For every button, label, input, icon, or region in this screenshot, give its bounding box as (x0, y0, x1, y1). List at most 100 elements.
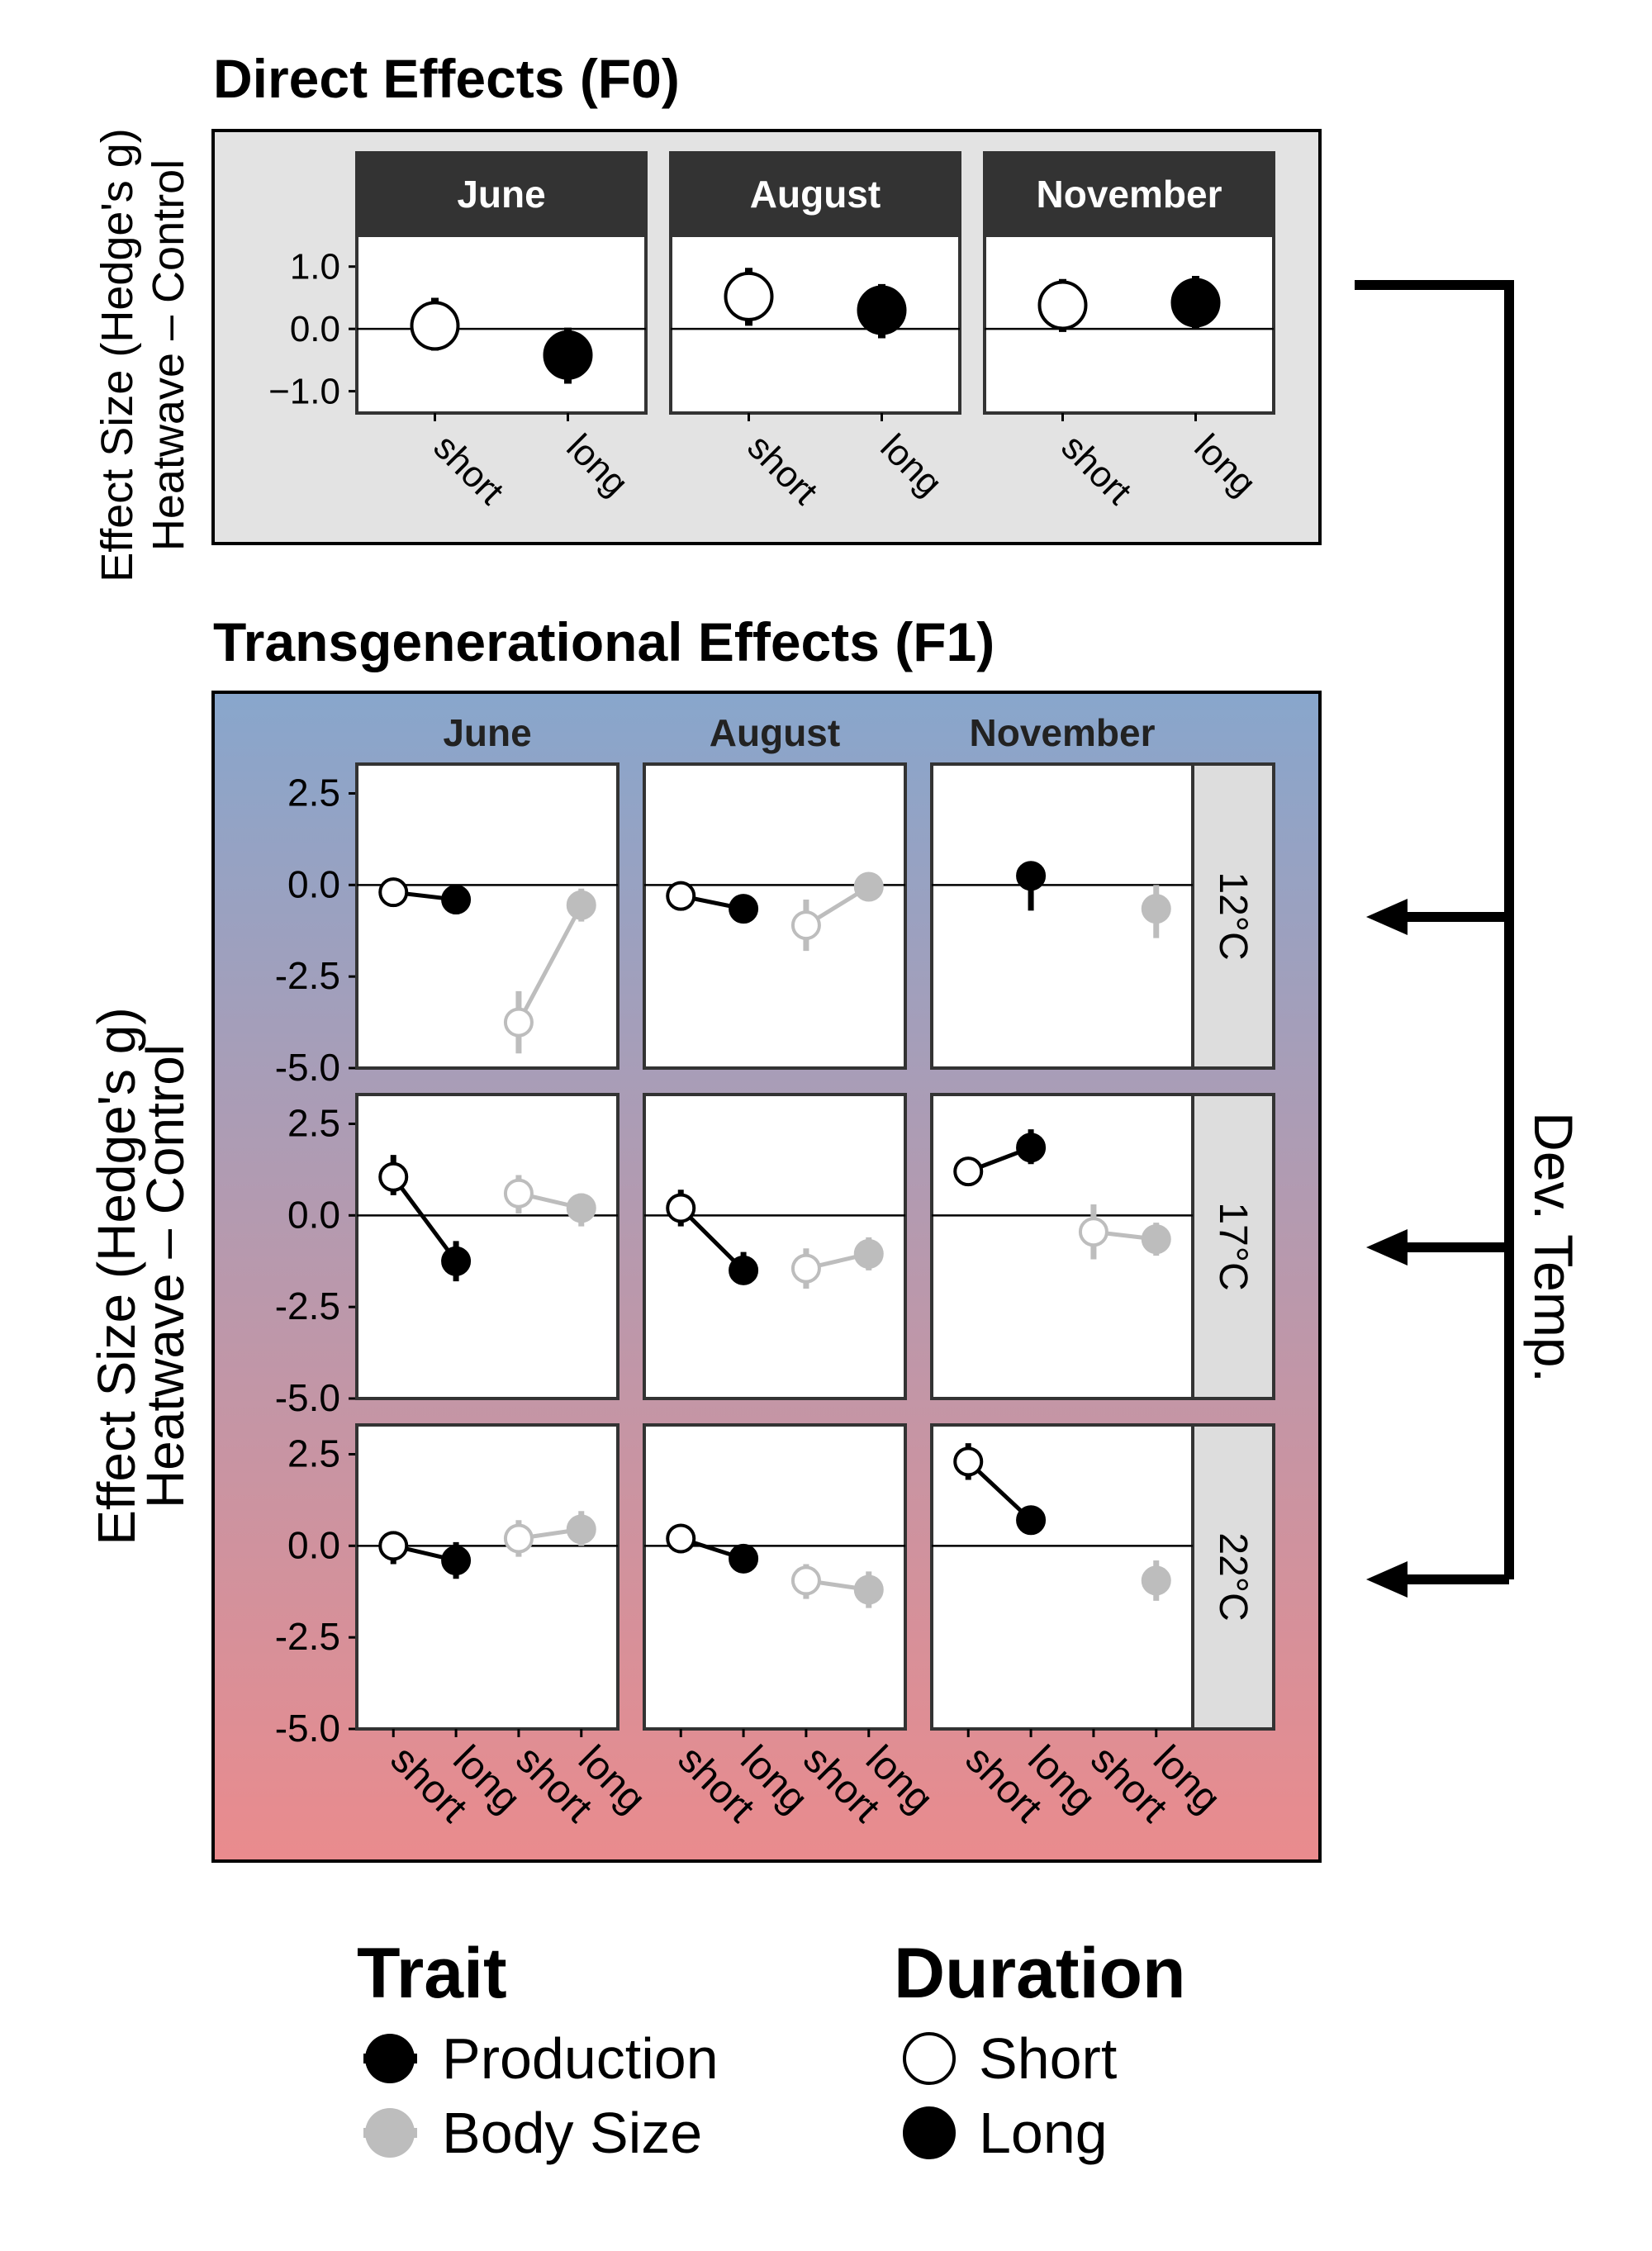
legend-short-key-dot (903, 2032, 956, 2085)
f0-strip-label-june: June (457, 173, 545, 216)
legend-long-key-dot (903, 2106, 956, 2159)
f1-point-production-long-12-c-august (729, 894, 759, 924)
f0-ytick-label: −1.0 (268, 372, 340, 412)
f1-ylabel-line1: Effect Size (Hedge's g) (87, 1007, 146, 1545)
arrowhead-17 (1366, 1229, 1408, 1266)
legend-trait-body-size: Body Size (363, 2101, 702, 2165)
f0-strip-june (357, 153, 646, 235)
legend-trait-title: Trait (357, 1934, 507, 2013)
f1-point-production-short-22-c-june (378, 1531, 409, 1561)
f1-point-body_size-short-17-c-august (790, 1253, 821, 1284)
f0-ylabel-line1: Effect Size (Hedge's g) (93, 128, 142, 582)
bracket-line (1355, 280, 1514, 1579)
f1-plot-area: June August November 12°C 2.5 0.0 -2.5 -5.0 17°C… (275, 711, 1275, 1831)
f1-ytick-label: 2.5 (287, 771, 340, 814)
f1-ytick-label: 0.0 (287, 1523, 340, 1566)
legend-duration-long: Long (903, 2101, 1108, 2165)
f1-point-production-long-12-c-november (1016, 861, 1047, 891)
f1-point-production-short-17-c-november (953, 1156, 984, 1187)
f0-strip-label-august: August (750, 173, 881, 216)
f1-point-body_size-long-12-c-august (853, 871, 884, 902)
arrowhead-12 (1366, 899, 1408, 935)
dev-temp-bracket (1355, 280, 1514, 1598)
f1-point-production-long-17-c-august (729, 1255, 759, 1285)
f0-panel-august (669, 234, 961, 415)
f0-ytick-label: 1.0 (290, 247, 340, 287)
f1-panel-12-c-august (643, 762, 907, 1070)
f1-column-strip-june: June (443, 711, 531, 754)
legend-long-label: Long (979, 2101, 1108, 2165)
f0-strip-august (671, 153, 960, 235)
f1-point-production-long-22-c-august (729, 1543, 759, 1574)
f1-point-body_size-long-12-c-june (566, 890, 596, 920)
f1-point-production-long-22-c-november (1016, 1505, 1047, 1536)
f1-point-body_size-short-12-c-june (503, 1007, 534, 1038)
legend-production-label: Production (442, 2026, 719, 2091)
f1-point-production-long-17-c-june (441, 1246, 472, 1276)
f0-strip-november (985, 153, 1274, 235)
f0-point-august-long (857, 285, 907, 335)
f1-point-body_size-short-17-c-november (1078, 1217, 1108, 1247)
f1-ytick-label: -2.5 (275, 1615, 340, 1658)
f1-point-body_size-short-12-c-august (790, 910, 821, 941)
f1-ytick-label: 2.5 (287, 1101, 340, 1144)
f1-point-production-short-17-c-june (378, 1161, 409, 1192)
f0-point-june-short (410, 301, 460, 351)
f0-ytick-label: 0.0 (290, 309, 340, 349)
f1-line-body_size-12-c-june (516, 904, 583, 1023)
f1-ytick-label: -5.0 (275, 1046, 340, 1089)
f1-row-strip-12-c (1191, 762, 1275, 1070)
f1-point-body_size-long-17-c-august (853, 1238, 884, 1269)
f1-point-production-short-22-c-november (953, 1446, 984, 1477)
f1-point-production-short-12-c-june (378, 877, 409, 908)
f0-point-june-long (543, 330, 593, 380)
legend-duration-short: Short (903, 2026, 1117, 2091)
f1-point-body_size-long-22-c-november (1141, 1565, 1171, 1596)
f1-column-strip-august: August (710, 711, 840, 754)
f1-ytick-label: -2.5 (275, 1285, 340, 1327)
f1-point-body_size-long-22-c-june (566, 1514, 596, 1545)
f1-point-body_size-short-22-c-june (503, 1523, 534, 1554)
dev-temp-label: Dev. Temp. (1523, 1112, 1584, 1383)
f1-panel-17-c-june (355, 1093, 620, 1400)
f1-panel-22-c-june (355, 1423, 620, 1731)
f1-point-body_size-long-17-c-november (1141, 1224, 1171, 1255)
arrowhead-22 (1366, 1561, 1408, 1598)
f1-line-production-17-c-june (392, 1175, 458, 1263)
f1-ytick-label: 0.0 (287, 1193, 340, 1236)
legend-trait-production: Production (363, 2026, 719, 2091)
f1-point-production-long-22-c-june (441, 1546, 472, 1576)
f1-point-body_size-long-12-c-november (1141, 894, 1171, 924)
f1-row-strip-17-c (1191, 1093, 1275, 1400)
legend-body-size-label: Body Size (442, 2101, 702, 2165)
f1-ytick-label: -5.0 (275, 1707, 340, 1750)
f0-panel-june (355, 234, 648, 415)
f1-row-strip-label-17-c: 17°C (1211, 1202, 1255, 1290)
f0-title: Direct Effects (F0) (213, 48, 680, 109)
legend-body-size-key-dot (365, 2108, 415, 2158)
f1-point-body_size-short-22-c-august (790, 1565, 821, 1596)
f0-panel-border (983, 151, 1275, 415)
f1-point-production-short-17-c-august (666, 1193, 696, 1223)
f1-column-strip-november: November (970, 711, 1156, 754)
f1-row-strip-label-22-c: 22°C (1211, 1532, 1255, 1621)
legend: Trait Production Body Size Duration Shor… (357, 1934, 1186, 2165)
legend-short-label: Short (979, 2026, 1117, 2091)
legend-duration-title: Duration (894, 1934, 1186, 2013)
f1-ytick-label: -2.5 (275, 954, 340, 997)
f1-point-production-long-12-c-june (441, 885, 472, 915)
f0-panel-border (669, 151, 961, 415)
f1-point-body_size-long-22-c-august (853, 1574, 884, 1605)
f0-panel-border (355, 151, 648, 415)
f0-strip-label-november: November (1037, 173, 1222, 216)
f1-ytick-label: 2.5 (287, 1432, 340, 1475)
f1-point-production-short-22-c-august (666, 1523, 696, 1554)
f1-title: Transgenerational Effects (F1) (213, 611, 995, 672)
f1-point-body_size-short-17-c-june (503, 1178, 534, 1209)
f0-point-november-long (1170, 278, 1221, 328)
f0-point-november-short (1037, 280, 1088, 330)
f1-point-production-short-12-c-august (666, 881, 696, 911)
f1-ylabel-line2: Heatwave – Control (135, 1044, 195, 1508)
f1-ytick-label: -5.0 (275, 1376, 340, 1419)
